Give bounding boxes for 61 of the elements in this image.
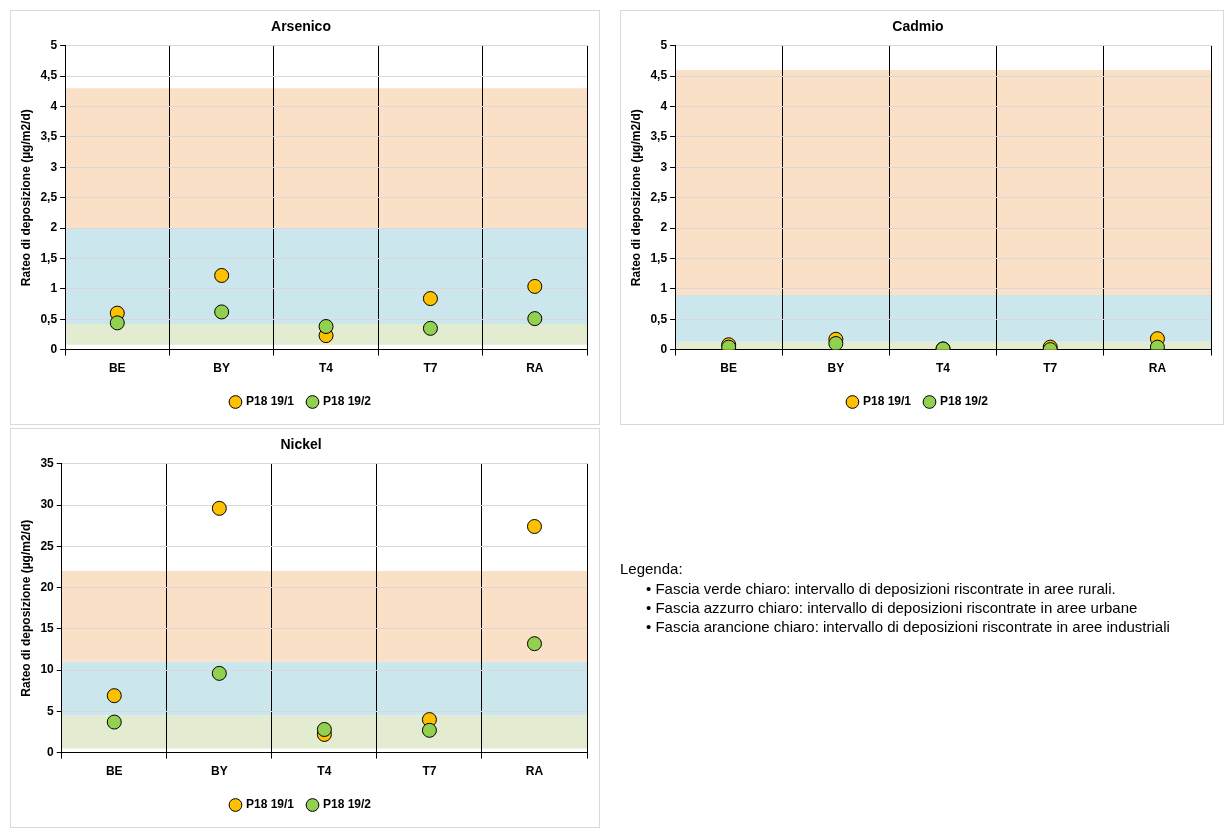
y-tick-label: 5 <box>47 703 55 718</box>
y-tick-label: 20 <box>40 579 55 594</box>
y-tick-label: 0 <box>47 744 55 759</box>
y-tick-label: 4,5 <box>650 68 668 83</box>
chart-title: Arsenico <box>271 18 331 35</box>
y-tick-label: 35 <box>40 456 55 471</box>
y-axis-title: Rateo di deposizione (µg/m2/d) <box>18 109 33 287</box>
x-tick-label: T7 <box>1043 361 1058 376</box>
x-tick-label: BE <box>105 764 123 779</box>
y-tick-label: 2,5 <box>40 190 58 205</box>
chart-title: Nickel <box>280 436 322 453</box>
y-tick-label: 4 <box>50 98 58 113</box>
y-tick-label: 0,5 <box>40 311 58 326</box>
legend-label: P18 19/2 <box>323 797 372 812</box>
legend-label: P18 19/1 <box>862 394 912 409</box>
y-tick-label: 15 <box>40 621 55 636</box>
x-tick-label: RA <box>1148 361 1167 376</box>
y-tick-label: 0,5 <box>650 311 668 326</box>
chart-title: Cadmio <box>892 18 944 35</box>
y-tick-label: 4 <box>660 98 668 113</box>
x-tick-label: BE <box>720 361 738 376</box>
y-tick-label: 1 <box>660 281 668 296</box>
x-tick-label: T4 <box>936 361 951 376</box>
y-tick-label: 0 <box>660 341 668 356</box>
x-tick-label: T7 <box>422 764 437 779</box>
y-tick-label: 3,5 <box>40 129 58 144</box>
y-axis-title: Rateo di deposizione (µg/m2/d) <box>18 519 33 697</box>
legend-label: P18 19/2 <box>323 394 372 409</box>
text: Legenda: <box>620 560 684 577</box>
y-tick-label: 0 <box>50 341 58 356</box>
x-tick-label: RA <box>526 361 544 376</box>
x-tick-label: BY <box>827 361 845 376</box>
x-tick-label: BY <box>213 361 230 376</box>
text: • Fascia verde chiaro: intervallo di deposizioni riscontrate in aree rurali. <box>645 579 1117 598</box>
y-tick-label: 4,5 <box>40 68 58 83</box>
y-tick-label: 3,5 <box>650 129 668 144</box>
y-tick-label: 10 <box>40 662 55 677</box>
y-tick-label: 1 <box>50 281 58 296</box>
y-tick-label: 25 <box>40 538 55 553</box>
legend-label: P18 19/2 <box>940 394 989 409</box>
x-tick-label: RA <box>525 764 544 779</box>
y-tick-label: 2,5 <box>650 190 668 205</box>
x-tick-label: T7 <box>423 361 438 376</box>
y-tick-label: 1,5 <box>40 250 58 265</box>
y-tick-label: 2 <box>50 220 58 235</box>
y-tick-label: 3 <box>50 159 58 174</box>
legend-label: P18 19/1 <box>245 394 295 409</box>
y-axis-title: Rateo di deposizione (µg/m2/d) <box>628 109 643 287</box>
y-tick-label: 5 <box>50 38 58 53</box>
text: • Fascia arancione chiaro: intervallo di deposizioni riscontrate in aree industriali <box>645 617 1171 636</box>
x-tick-label: BY <box>210 764 228 779</box>
y-tick-label: 3 <box>660 159 668 174</box>
y-tick-label: 30 <box>40 497 55 512</box>
text: • Fascia azzurro chiaro: intervallo di deposizioni riscontrate in aree urbane <box>645 598 1139 617</box>
x-tick-label: T4 <box>317 764 332 779</box>
y-tick-label: 1,5 <box>650 250 668 265</box>
y-tick-label: 5 <box>660 38 668 53</box>
legend-label: P18 19/1 <box>245 797 295 812</box>
x-tick-label: BE <box>108 361 126 376</box>
y-tick-label: 2 <box>660 220 668 235</box>
x-tick-label: T4 <box>319 361 334 376</box>
